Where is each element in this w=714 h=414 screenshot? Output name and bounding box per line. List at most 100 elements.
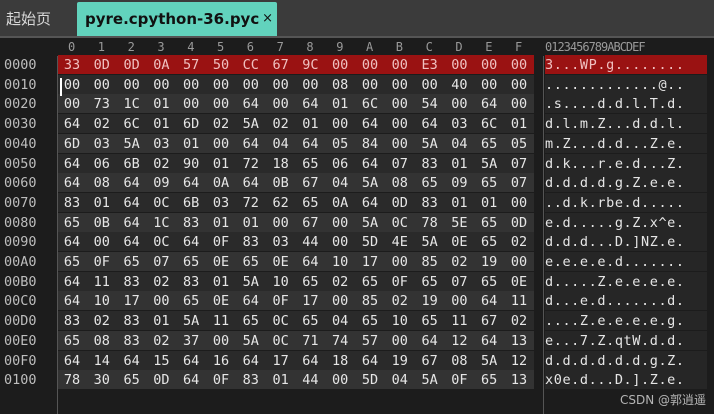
hex-byte[interactable]: 30	[93, 372, 110, 389]
hex-byte[interactable]: 0A	[332, 194, 349, 211]
hex-byte[interactable]: 5A	[421, 372, 438, 389]
hex-byte[interactable]: 64	[183, 175, 200, 192]
hex-byte[interactable]: 0D	[391, 194, 408, 211]
hex-byte[interactable]: 54	[421, 96, 438, 113]
hex-byte[interactable]: 64	[302, 352, 319, 369]
hex-byte[interactable]: 02	[153, 332, 170, 349]
hex-byte[interactable]: 00	[391, 76, 408, 93]
hex-byte[interactable]: 64	[183, 372, 200, 389]
hex-byte[interactable]: 64	[183, 352, 200, 369]
hex-byte[interactable]: 15	[153, 352, 170, 369]
hex-bytes[interactable]: 64 02 6C 01 6D 02 5A 02 01 00 64 00 64 03 6C 01	[58, 114, 534, 134]
hex-row[interactable]: 0080 65 0B 64 1C 83 01 01 00 67 00 5A 0C 78 5E 65 0D e.d.…	[0, 212, 714, 233]
hex-byte[interactable]: 01	[212, 155, 230, 172]
hex-byte[interactable]: 07	[451, 273, 468, 290]
hex-byte[interactable]: 03	[212, 194, 230, 211]
hex-byte[interactable]: 67	[272, 57, 289, 73]
hex-byte[interactable]: 00	[481, 76, 498, 93]
hex-byte[interactable]: 0E	[212, 293, 230, 310]
hex-byte[interactable]: 01	[153, 313, 170, 330]
hex-byte[interactable]: E3	[421, 57, 438, 73]
hex-byte[interactable]: 72	[242, 194, 259, 211]
hex-byte[interactable]: 00	[183, 76, 200, 93]
hex-byte[interactable]: 65	[481, 175, 498, 192]
hex-byte[interactable]: 83	[123, 332, 140, 349]
hex-byte[interactable]: 08	[332, 76, 349, 93]
hex-byte[interactable]: 00	[510, 96, 528, 113]
hex-byte[interactable]: 83	[63, 194, 81, 211]
hex-byte[interactable]: 0D	[153, 372, 170, 389]
hex-byte[interactable]: 62	[272, 194, 289, 211]
hex-byte[interactable]: 65	[421, 313, 438, 330]
hex-byte[interactable]: 0F	[272, 293, 289, 310]
hex-byte[interactable]: 64	[123, 214, 140, 231]
hex-byte[interactable]: 01	[153, 116, 170, 133]
hex-byte[interactable]: 00	[332, 372, 349, 389]
hex-byte[interactable]: 07	[510, 175, 528, 192]
hex-byte[interactable]: 64	[302, 135, 319, 152]
hex-byte[interactable]: 10	[272, 273, 289, 290]
hex-byte[interactable]: 00	[153, 76, 170, 93]
hex-byte[interactable]: 0C	[153, 194, 170, 211]
hex-byte[interactable]: 02	[391, 293, 408, 310]
hex-byte[interactable]: 5E	[451, 214, 468, 231]
hex-byte[interactable]: 01	[183, 135, 200, 152]
hex-bytes[interactable]: 64 06 6B 02 90 01 72 18 65 06 64 07 83 01 5A 07	[58, 153, 534, 173]
hex-byte[interactable]: 0E	[451, 234, 468, 251]
hex-byte[interactable]: 08	[451, 352, 468, 369]
hex-byte[interactable]: 65	[361, 273, 379, 290]
hex-byte[interactable]: 83	[183, 273, 200, 290]
hex-byte[interactable]: 83	[421, 194, 438, 211]
hex-byte[interactable]: 00	[421, 76, 438, 93]
hex-byte[interactable]: 64	[481, 293, 498, 310]
hex-byte[interactable]: 02	[153, 273, 170, 290]
hex-byte[interactable]: 85	[421, 254, 438, 270]
hex-byte[interactable]: 64	[242, 352, 259, 369]
hex-byte[interactable]: 5D	[361, 372, 379, 389]
hex-byte[interactable]: 0A	[153, 57, 170, 73]
hex-byte[interactable]: 6C	[123, 116, 140, 133]
hex-bytes[interactable]: 00 73 1C 01 00 00 64 00 64 01 6C 00 54 00 64 00	[58, 94, 534, 114]
hex-byte[interactable]: 10	[93, 293, 110, 310]
hex-byte[interactable]: 5A	[183, 313, 200, 330]
hex-byte[interactable]: 07	[153, 254, 170, 270]
hex-byte[interactable]: 64	[242, 135, 259, 152]
hex-byte[interactable]: 4E	[391, 234, 408, 251]
hex-byte[interactable]: 64	[63, 175, 81, 192]
hex-bytes[interactable]: 65 08 83 02 37 00 5A 0C 71 74 57 00 64 12 64 13	[58, 330, 534, 350]
hex-byte[interactable]: 72	[242, 155, 259, 172]
hex-byte[interactable]: 65	[302, 194, 319, 211]
hex-byte[interactable]: 02	[93, 116, 110, 133]
close-icon[interactable]: ×	[262, 11, 273, 26]
hex-byte[interactable]: 67	[302, 175, 319, 192]
hex-byte[interactable]: 6B	[183, 194, 200, 211]
ascii-text[interactable]: e.d.....g.Z.x^e.	[545, 212, 707, 232]
hex-byte[interactable]: 11	[212, 313, 230, 330]
hex-row[interactable]: 0060 64 08 64 09 64 0A 64 0B 67 04 5A 08 65 09 65 07 d.d.…	[0, 173, 714, 193]
hex-byte[interactable]: 00	[93, 76, 110, 93]
hex-byte[interactable]: 02	[93, 313, 110, 330]
hex-byte[interactable]: 78	[63, 372, 81, 389]
hex-row[interactable]: 0000 33 0D 0D 0A 57 50 CC 67 9C 00 00 00 E3 00 00 00 3...…	[0, 55, 714, 75]
hex-byte[interactable]: 0E	[272, 254, 289, 270]
hex-byte[interactable]: 6D	[183, 116, 200, 133]
hex-byte[interactable]: 0F	[212, 234, 230, 251]
hex-bytes[interactable]: 83 02 83 01 5A 11 65 0C 65 04 65 10 65 11 67 02	[58, 311, 534, 331]
hex-byte[interactable]: 0F	[451, 372, 468, 389]
hex-byte[interactable]: 02	[451, 254, 468, 270]
hex-byte[interactable]: 78	[421, 214, 438, 231]
hex-byte[interactable]: 00	[212, 76, 230, 93]
hex-byte[interactable]: 19	[421, 293, 438, 310]
hex-byte[interactable]: 57	[361, 332, 379, 349]
hex-byte[interactable]: 00	[272, 76, 289, 93]
hex-byte[interactable]: 83	[183, 214, 200, 231]
hex-byte[interactable]: 64	[361, 352, 379, 369]
hex-byte[interactable]: 65	[63, 332, 81, 349]
ascii-text[interactable]: .s....d.d.l.T.d.	[545, 94, 707, 114]
hex-byte[interactable]: 00	[332, 214, 349, 231]
hex-row[interactable]: 0050 64 06 6B 02 90 01 72 18 65 06 64 07 83 01 5A 07 d.k.…	[0, 153, 714, 174]
hex-byte[interactable]: 40	[451, 76, 468, 93]
hex-bytes[interactable]: 33 0D 0D 0A 57 50 CC 67 9C 00 00 00 E3 00 00 00	[58, 55, 534, 74]
hex-byte[interactable]: 83	[242, 372, 259, 389]
hex-byte[interactable]: 67	[481, 313, 498, 330]
